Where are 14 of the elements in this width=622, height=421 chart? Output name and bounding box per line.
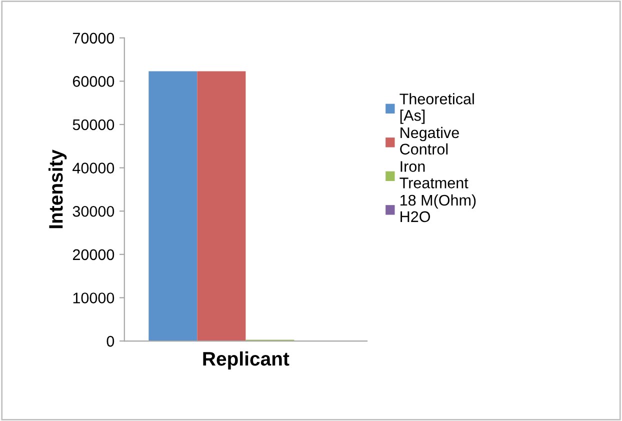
y-tick-label: 30000 — [72, 206, 114, 217]
legend-label: 18 M(Ohm) H2O — [400, 194, 476, 222]
y-axis-title: Intensity — [48, 150, 67, 228]
y-tick-label: 0 — [106, 336, 114, 347]
legend-label: Iron Treatment — [400, 161, 468, 188]
legend-label: Theoretical [As] — [400, 93, 474, 124]
y-tick-label: 60000 — [72, 76, 114, 87]
y-tick-label: 20000 — [72, 249, 114, 260]
y-tick-label: 40000 — [72, 162, 114, 174]
y-tick-label: 10000 — [73, 292, 114, 304]
legend-label: Negative Control — [400, 126, 459, 155]
x-axis-title: Replicant — [203, 351, 290, 370]
y-tick-label: 50000 — [72, 119, 114, 130]
y-tick-label: 70000 — [72, 32, 114, 44]
